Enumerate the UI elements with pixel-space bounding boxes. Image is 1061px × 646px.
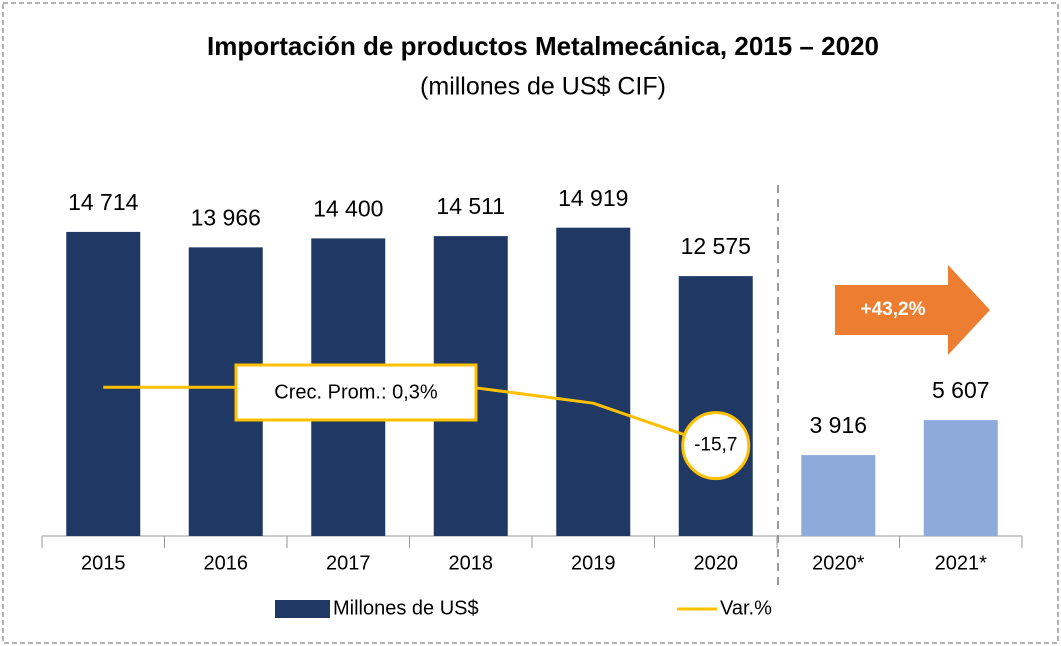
value-label: 14 919 xyxy=(558,185,628,211)
legend-label: Millones de US$ xyxy=(333,597,479,619)
growth-arrow xyxy=(835,265,990,355)
value-label: 13 966 xyxy=(191,204,261,230)
chart-subtitle: (millones de US$ CIF) xyxy=(420,73,666,101)
x-tick-label: 2021* xyxy=(935,552,987,574)
x-tick-label: 2019 xyxy=(571,552,616,574)
value-label: 5 607 xyxy=(932,377,990,403)
x-tick-label: 2020* xyxy=(812,552,864,574)
bar xyxy=(678,276,753,536)
bar xyxy=(556,227,631,536)
bar xyxy=(66,231,141,537)
annotation: +43,2% xyxy=(861,299,926,320)
value-bubble xyxy=(681,411,751,481)
value-label: 14 714 xyxy=(68,189,139,215)
x-tick-label: 2017 xyxy=(326,552,371,574)
bar xyxy=(801,455,876,536)
value-label: 14 400 xyxy=(313,195,383,221)
x-tick-label: 2016 xyxy=(204,552,249,574)
annotation: Crec. Prom.: 0,3% xyxy=(274,381,438,403)
x-tick-label: 2020 xyxy=(694,552,739,574)
value-label: -15,7 xyxy=(694,435,737,456)
chart-title: Importación de productos Metalmecánica, … xyxy=(207,31,879,61)
legend-swatch xyxy=(275,600,330,618)
value-label: 12 575 xyxy=(681,233,751,259)
x-tick-label: 2018 xyxy=(449,552,494,574)
x-tick-label: 2015 xyxy=(81,552,126,574)
bar xyxy=(923,420,998,536)
callout-box xyxy=(234,363,478,422)
value-label: 3 916 xyxy=(809,412,867,438)
legend-label: Var.% xyxy=(720,597,772,619)
value-label: 14 511 xyxy=(436,193,505,219)
